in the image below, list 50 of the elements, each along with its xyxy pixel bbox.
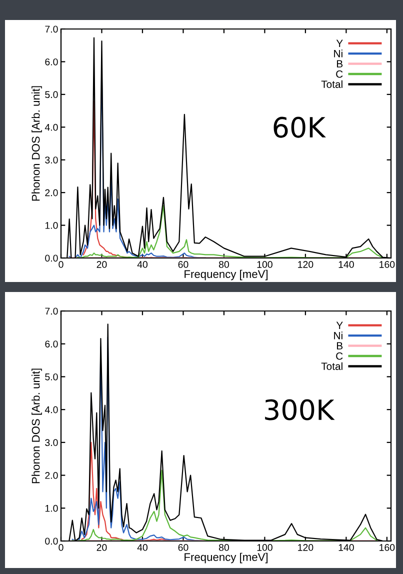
legend-label: Ni [334,50,342,58]
y-tick-label: 5.0 [45,91,58,98]
x-tick-label: 0 [58,261,64,268]
x-tick-label: 100 [257,261,272,268]
x-tick-label: 0 [58,544,64,551]
y-tick-label: 7.0 [45,26,58,33]
x-tick-label: 140 [338,544,354,551]
y-tick-label: 6.0 [45,340,58,348]
x-tick-label: 140 [338,261,354,268]
legend-label: C [336,70,343,78]
x-tick-label: 60 [178,261,188,268]
x-axis-title: Frequency [meV] [184,270,268,280]
y-tick-label: 2.0 [45,472,58,479]
y-tick-label: 3.0 [45,439,58,446]
legend-label: Total [321,362,342,370]
legend-label: Y [336,40,343,47]
annotation: 60K [274,116,326,138]
y-tick-label: 3.0 [45,156,58,164]
legend-label: Total [321,80,342,88]
y-tick-label: 2.0 [45,189,58,196]
legend-label: B [336,60,343,68]
x-tick-label: 160 [380,261,395,268]
x-tick-label: 100 [257,544,272,551]
x-tick-label: 80 [218,261,229,268]
x-axis-title: Frequency [meV] [184,552,268,564]
x-tick-label: 60 [178,544,188,551]
y-tick-label: 4.0 [44,124,58,131]
y-tick-label: 7.0 [45,308,58,315]
y-axis-title: Phonon DOS [Arb. unit] [32,368,42,484]
x-tick-label: 80 [218,544,229,551]
y-tick-label: 0.0 [45,538,58,545]
x-tick-label: 160 [380,544,395,551]
x-tick-label: 120 [298,544,314,551]
y-tick-label: 1.0 [45,504,58,512]
legend-label: Y [336,322,343,329]
y-tick-label: 0.0 [45,254,58,262]
y-axis-title: Phonon DOS [Arb. unit] [32,86,42,201]
x-tick-label: 20 [96,544,107,551]
y-tick-label: 6.0 [45,58,58,66]
y-tick-label: 4.0 [44,406,58,414]
y-tick-label: 5.0 [45,373,58,380]
x-tick-label: 40 [137,261,148,268]
x-tick-label: 20 [96,261,107,268]
legend-label: B [336,342,343,350]
x-tick-label: 120 [298,261,314,268]
x-tick-label: 40 [137,544,148,551]
legend-label: Ni [334,332,342,340]
annotation: 300K [265,399,335,420]
y-tick-label: 1.0 [45,222,58,229]
legend-label: C [336,352,343,360]
